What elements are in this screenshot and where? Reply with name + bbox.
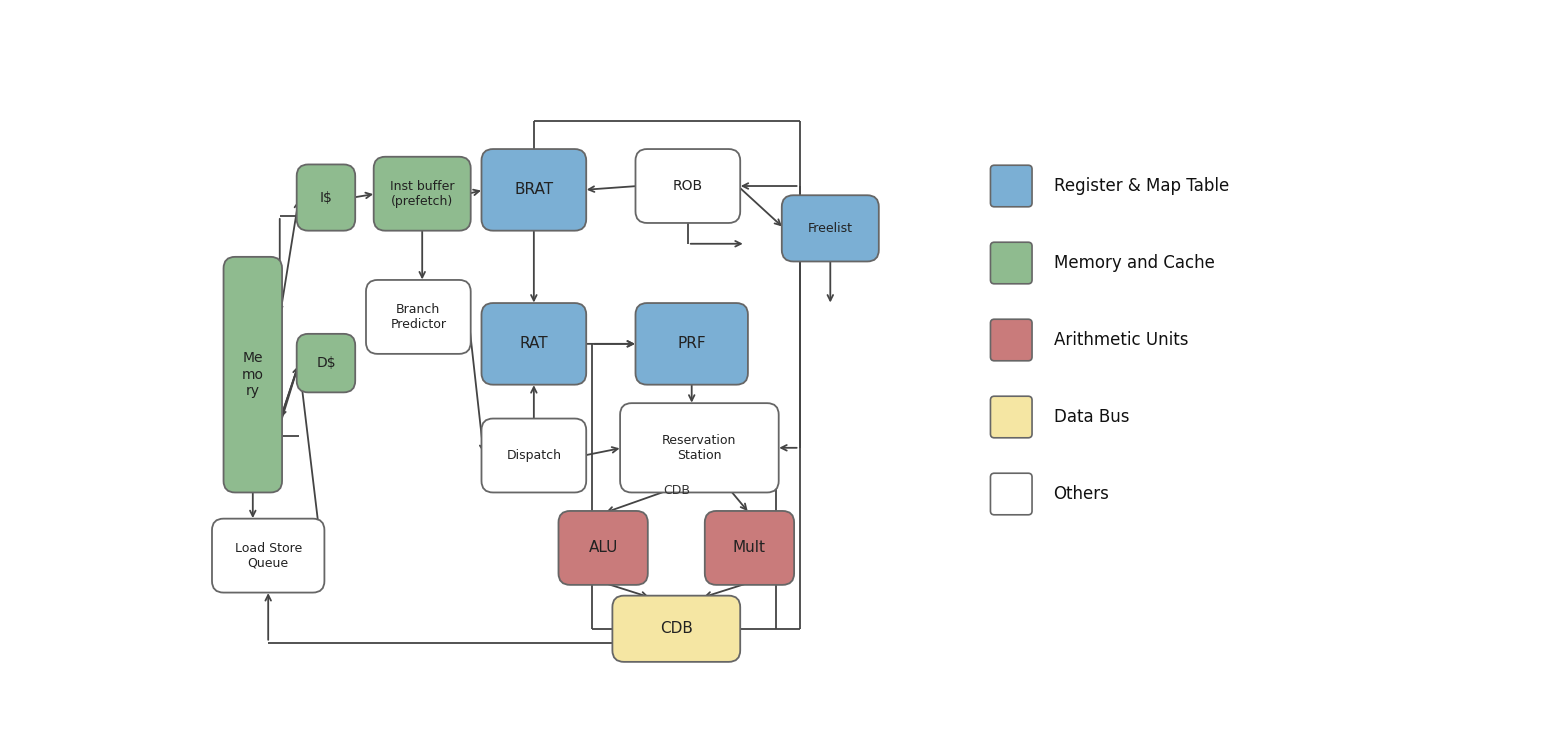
Text: ALU: ALU <box>588 540 618 556</box>
FancyBboxPatch shape <box>705 511 794 585</box>
Text: Data Bus: Data Bus <box>1053 408 1129 426</box>
FancyBboxPatch shape <box>482 419 587 492</box>
FancyBboxPatch shape <box>991 473 1033 515</box>
FancyBboxPatch shape <box>991 319 1033 361</box>
FancyBboxPatch shape <box>991 165 1033 206</box>
FancyBboxPatch shape <box>619 403 778 492</box>
Text: CDB: CDB <box>660 622 693 637</box>
FancyBboxPatch shape <box>991 396 1033 438</box>
FancyBboxPatch shape <box>635 303 747 384</box>
FancyBboxPatch shape <box>482 149 587 230</box>
FancyBboxPatch shape <box>296 334 356 393</box>
Text: Register & Map Table: Register & Map Table <box>1053 177 1229 195</box>
FancyBboxPatch shape <box>613 595 739 662</box>
Text: Reservation
Station: Reservation Station <box>661 434 736 462</box>
FancyBboxPatch shape <box>558 511 647 585</box>
FancyBboxPatch shape <box>782 195 878 262</box>
FancyBboxPatch shape <box>991 242 1033 283</box>
Text: CDB: CDB <box>663 484 690 497</box>
Text: BRAT: BRAT <box>515 183 554 197</box>
Text: Arithmetic Units: Arithmetic Units <box>1053 331 1189 349</box>
Text: Branch
Predictor: Branch Predictor <box>390 303 446 331</box>
FancyBboxPatch shape <box>223 257 282 492</box>
Text: Inst buffer
(prefetch): Inst buffer (prefetch) <box>390 180 454 208</box>
FancyBboxPatch shape <box>212 518 324 592</box>
FancyBboxPatch shape <box>367 280 471 354</box>
Text: Me
mo
ry: Me mo ry <box>242 352 264 398</box>
Text: I$: I$ <box>320 191 332 204</box>
Text: Memory and Cache: Memory and Cache <box>1053 254 1215 272</box>
FancyBboxPatch shape <box>635 149 739 223</box>
FancyBboxPatch shape <box>374 157 471 230</box>
Text: Freelist: Freelist <box>808 222 853 235</box>
FancyBboxPatch shape <box>482 303 587 384</box>
Text: D$: D$ <box>317 356 335 370</box>
Text: Mult: Mult <box>733 540 766 556</box>
Text: PRF: PRF <box>677 337 707 352</box>
Text: Load Store
Queue: Load Store Queue <box>234 542 301 570</box>
Text: ROB: ROB <box>672 179 704 193</box>
Text: Others: Others <box>1053 485 1109 503</box>
FancyBboxPatch shape <box>296 165 356 230</box>
Text: Dispatch: Dispatch <box>507 449 562 462</box>
Text: RAT: RAT <box>519 337 548 352</box>
